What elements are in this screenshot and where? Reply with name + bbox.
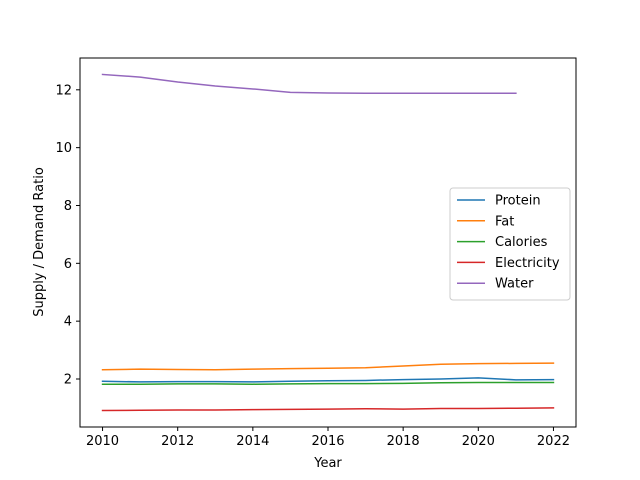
series-group bbox=[101, 73, 555, 412]
legend-label-protein: Protein bbox=[495, 194, 541, 209]
legend-label-water: Water bbox=[495, 277, 534, 292]
legend-label-electricity: Electricity bbox=[495, 256, 560, 271]
y-tick-label: 6 bbox=[64, 257, 72, 272]
x-axis-label: Year bbox=[313, 456, 342, 471]
legend-box bbox=[449, 187, 571, 301]
x-tick-label: 2012 bbox=[161, 434, 194, 449]
series-line-water bbox=[101, 73, 517, 95]
x-tick-label: 2018 bbox=[387, 434, 420, 449]
series-line-electricity bbox=[101, 407, 555, 412]
series-line-calories bbox=[101, 381, 555, 385]
y-tick-label: 2 bbox=[64, 372, 72, 387]
x-tick-label: 2016 bbox=[311, 434, 344, 449]
legend-label-fat: Fat bbox=[495, 214, 514, 229]
x-tick-label: 2010 bbox=[86, 434, 119, 449]
y-axis: 2 4 6 8 10 12 bbox=[55, 83, 80, 387]
x-tick-label: 2014 bbox=[236, 434, 269, 449]
series-line-protein bbox=[101, 377, 555, 383]
y-tick-label: 8 bbox=[64, 199, 72, 214]
legend: Protein Fat Calories Electricity Water bbox=[449, 187, 571, 301]
series-line-fat bbox=[101, 362, 555, 371]
y-tick-label: 12 bbox=[55, 83, 72, 98]
x-tick-label: 2020 bbox=[462, 434, 495, 449]
legend-label-calories: Calories bbox=[495, 235, 548, 250]
y-tick-label: 4 bbox=[64, 315, 72, 330]
y-tick-label: 10 bbox=[55, 141, 72, 156]
x-tick-label: 2022 bbox=[537, 434, 570, 449]
x-axis: 2010 2012 2014 2016 2018 2020 2022 bbox=[86, 427, 570, 449]
y-axis-label: Supply / Demand Ratio bbox=[32, 167, 47, 317]
